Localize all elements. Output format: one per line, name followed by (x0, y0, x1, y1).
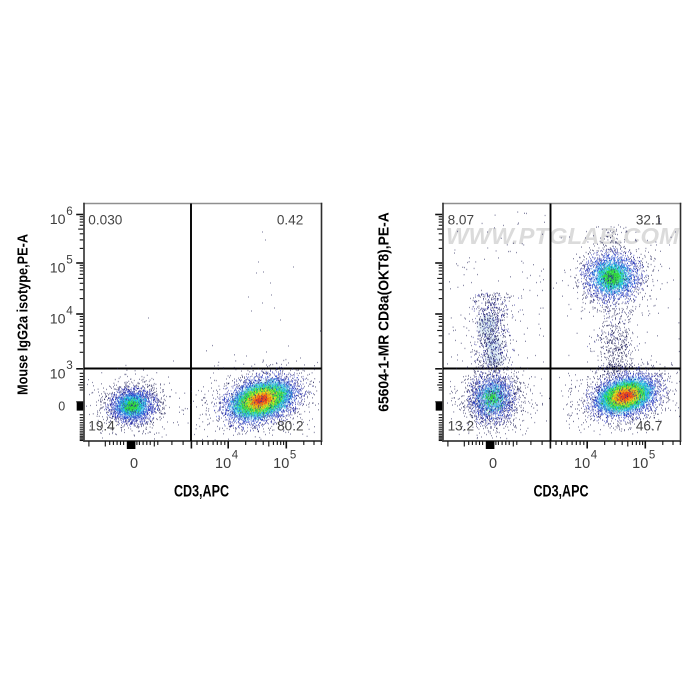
svg-text:0: 0 (489, 456, 497, 472)
svg-text:13.2: 13.2 (448, 419, 474, 434)
svg-text:10: 10 (574, 456, 590, 472)
svg-text:8.07: 8.07 (448, 212, 474, 227)
svg-text:4: 4 (232, 450, 239, 462)
svg-text:0: 0 (58, 400, 65, 414)
svg-text:0: 0 (130, 456, 138, 472)
svg-text:0.42: 0.42 (277, 212, 303, 227)
svg-text:5: 5 (290, 450, 296, 462)
svg-text:10: 10 (50, 312, 66, 328)
svg-text:32.1: 32.1 (636, 212, 662, 227)
svg-text:Mouse IgG2a isotype,PE-A: Mouse IgG2a isotype,PE-A (15, 234, 32, 395)
svg-text:6: 6 (66, 205, 73, 218)
svg-text:10: 10 (50, 261, 66, 277)
svg-text:19.4: 19.4 (88, 419, 115, 434)
svg-text:65604-1-MR CD8a(OKT8),PE-A: 65604-1-MR CD8a(OKT8),PE-A (376, 212, 393, 412)
svg-text:10: 10 (50, 366, 66, 382)
svg-text:CD3,APC: CD3,APC (534, 482, 589, 500)
svg-text:5: 5 (66, 253, 73, 266)
svg-text:80.2: 80.2 (277, 419, 303, 434)
svg-text:5: 5 (649, 450, 655, 462)
svg-text:WWW.PTGLAB.COM: WWW.PTGLAB.COM (446, 223, 679, 249)
svg-text:46.7: 46.7 (636, 419, 662, 434)
svg-text:10: 10 (632, 456, 648, 472)
svg-text:3: 3 (66, 359, 73, 372)
svg-text:10: 10 (215, 456, 231, 472)
svg-text:10: 10 (273, 456, 289, 472)
svg-text:10: 10 (50, 212, 66, 228)
svg-text:4: 4 (591, 450, 598, 462)
svg-text:0.030: 0.030 (88, 212, 122, 227)
svg-text:4: 4 (66, 304, 73, 317)
svg-text:CD3,APC: CD3,APC (174, 482, 229, 500)
